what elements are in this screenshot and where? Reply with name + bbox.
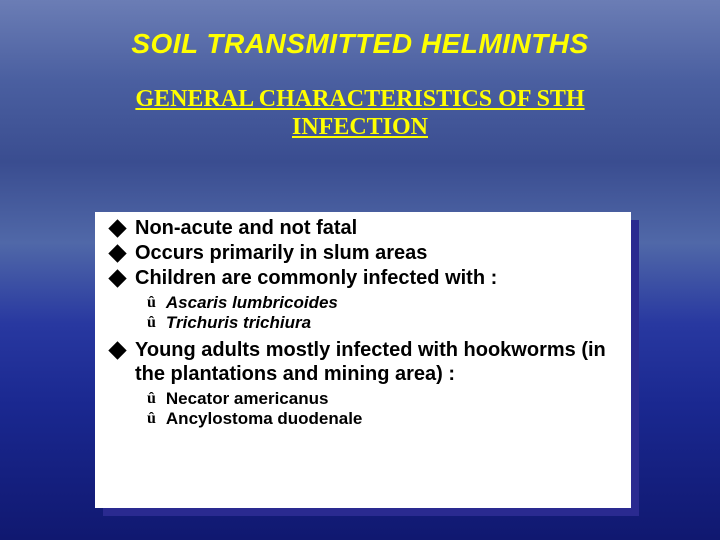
sub-list-children: û Ascaris lumbricoides û Trichuris trich… bbox=[111, 293, 615, 334]
sub-item: û Necator americanus bbox=[147, 389, 615, 409]
subtitle-line2: INFECTION bbox=[292, 114, 428, 140]
sub-text: Trichuris trichiura bbox=[166, 313, 311, 333]
bullet-item: Non-acute and not fatal bbox=[111, 216, 615, 240]
bullet-text: Occurs primarily in slum areas bbox=[135, 241, 427, 265]
sub-list-adults: û Necator americanus û Ancylostoma duode… bbox=[111, 389, 615, 430]
sub-text: Necator americanus bbox=[166, 389, 329, 409]
sub-item: û Ancylostoma duodenale bbox=[147, 409, 615, 429]
content-box: Non-acute and not fatal Occurs primarily… bbox=[95, 212, 631, 508]
x-bullet-icon: û bbox=[147, 409, 156, 428]
sub-text: Ascaris lumbricoides bbox=[166, 293, 338, 313]
x-bullet-icon: û bbox=[147, 389, 156, 408]
x-bullet-icon: û bbox=[147, 293, 156, 312]
bullet-text: Young adults mostly infected with hookwo… bbox=[135, 338, 615, 386]
diamond-icon bbox=[108, 269, 126, 287]
diamond-icon bbox=[108, 341, 126, 359]
bullet-item: Young adults mostly infected with hookwo… bbox=[111, 338, 615, 386]
diamond-icon bbox=[108, 219, 126, 237]
subtitle-line1: GENERAL CHARACTERISTICS OF STH bbox=[135, 86, 584, 112]
slide-title: SOIL TRANSMITTED HELMINTHS bbox=[0, 0, 720, 60]
bullet-text: Children are commonly infected with : bbox=[135, 266, 497, 290]
sub-item: û Ascaris lumbricoides bbox=[147, 293, 615, 313]
bullet-item: Children are commonly infected with : bbox=[111, 266, 615, 290]
sub-item: û Trichuris trichiura bbox=[147, 313, 615, 333]
x-bullet-icon: û bbox=[147, 313, 156, 332]
diamond-icon bbox=[108, 244, 126, 262]
bullet-text: Non-acute and not fatal bbox=[135, 216, 357, 240]
bullet-item: Occurs primarily in slum areas bbox=[111, 241, 615, 265]
sub-text: Ancylostoma duodenale bbox=[166, 409, 362, 429]
slide-subtitle: GENERAL CHARACTERISTICS OF STH INFECTION bbox=[0, 86, 720, 141]
